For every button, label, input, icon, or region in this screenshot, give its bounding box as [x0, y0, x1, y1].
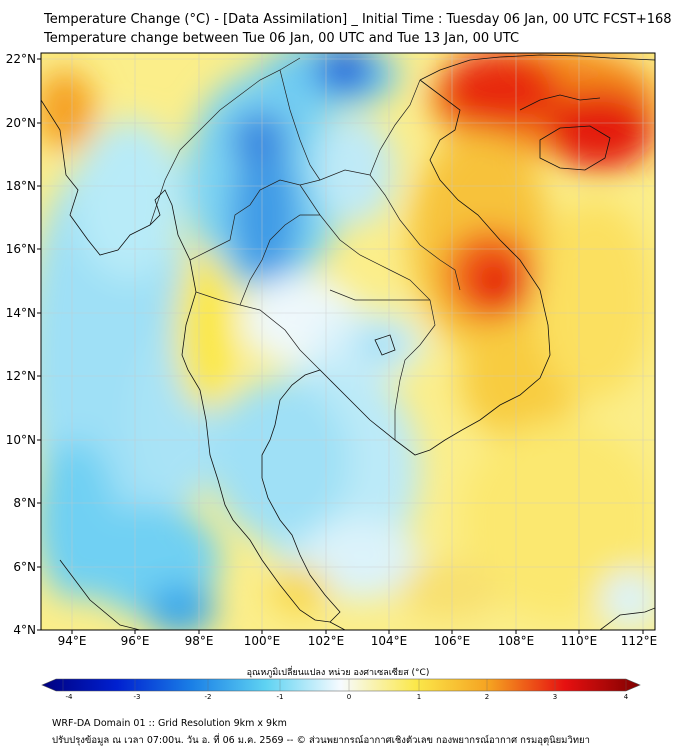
map-frame: [40, 52, 656, 631]
credit-line: ปรับปรุงข้อมูล ณ เวลา 07:00น. วัน อ. ที่…: [52, 735, 590, 746]
colorbar-tick-label: 3: [553, 693, 557, 701]
y-tick-label: 18°N: [6, 179, 36, 193]
map-title: Temperature Change (°C) - [Data Assimila…: [44, 12, 672, 27]
colorbar-tick-label: 1: [417, 693, 421, 701]
x-tick-label: 112°E: [621, 634, 658, 648]
colorbar-tick-label: 0: [347, 693, 351, 701]
model-info: WRF-DA Domain 01 :: Grid Resolution 9km …: [52, 718, 287, 729]
y-tick-label: 14°N: [6, 306, 36, 320]
temperature-field: [41, 53, 655, 630]
x-tick-label: 110°E: [561, 634, 598, 648]
colorbar-tick-label: 4: [624, 693, 629, 701]
y-tick-label: 4°N: [13, 623, 36, 637]
colorbar-tick-label: 2: [485, 693, 489, 701]
x-tick-label: 98°E: [185, 634, 214, 648]
colorbar-tick-label: -4: [66, 693, 74, 701]
colorbar-tick-label: -2: [205, 693, 212, 701]
colorbar-tick-label: -3: [134, 693, 141, 701]
y-tick-label: 20°N: [6, 116, 36, 130]
x-tick-label: 102°E: [308, 634, 345, 648]
y-tick-label: 12°N: [6, 369, 36, 383]
borders: [149, 57, 461, 440]
x-tick-label: 96°E: [121, 634, 150, 648]
x-tick-label: 108°E: [498, 634, 535, 648]
axis-ticks: [37, 58, 644, 634]
coastlines: [41, 54, 655, 630]
x-tick-label: 104°E: [371, 634, 408, 648]
colorbar-title: อุณหภูมิเปลี่ยนแปลง หน่วย องศาเซลเซียส (…: [246, 668, 430, 678]
x-tick-label: 106°E: [434, 634, 471, 648]
y-tick-label: 10°N: [6, 433, 36, 447]
colorbar-tick-label: -1: [277, 693, 284, 701]
y-tick-label: 16°N: [6, 242, 36, 256]
x-tick-label: 100°E: [244, 634, 281, 648]
x-tick-label: 94°E: [58, 634, 87, 648]
y-tick-label: 6°N: [13, 560, 36, 574]
y-tick-label: 8°N: [13, 496, 36, 510]
map-subtitle: Temperature change between Tue 06 Jan, 0…: [44, 31, 520, 46]
gridlines: [41, 53, 655, 630]
y-tick-label: 22°N: [6, 52, 36, 66]
colorbar: -4 -3 -2 -1 0 1 2 3 4: [41, 678, 641, 701]
